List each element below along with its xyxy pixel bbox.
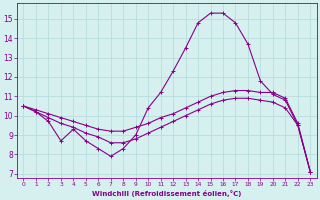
X-axis label: Windchill (Refroidissement éolien,°C): Windchill (Refroidissement éolien,°C) xyxy=(92,190,242,197)
